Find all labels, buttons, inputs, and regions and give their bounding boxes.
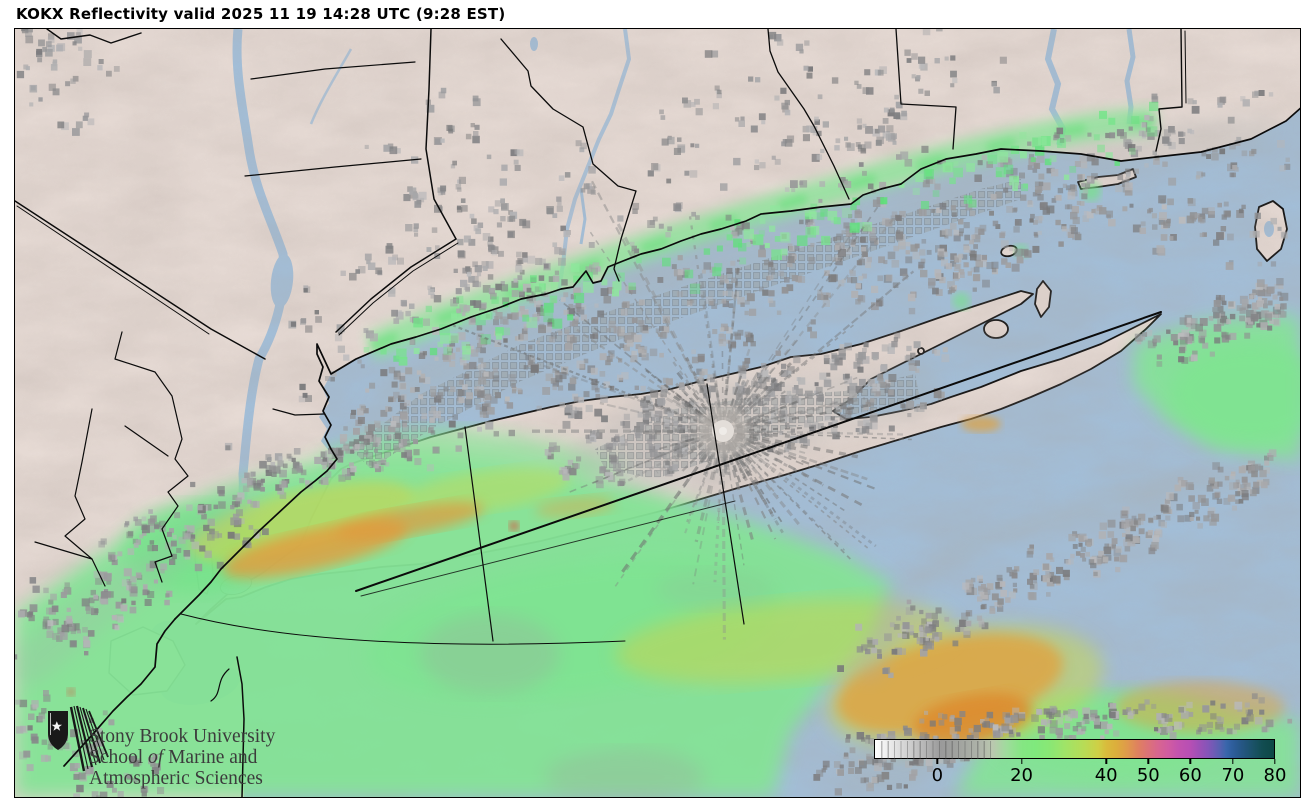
colorbar-tick-label: 0 [931, 765, 944, 786]
colorbar-tick-mark [1020, 759, 1023, 764]
logo-text: Stony Brook University School of Marine … [89, 726, 276, 789]
stony-brook-logo: Stony Brook University School of Marine … [46, 705, 406, 795]
map-title: KOKX Reflectivity valid 2025 11 19 14:28… [16, 5, 506, 23]
colorbar-tick-label: 40 [1094, 765, 1118, 786]
logo-line-1: Stony Brook University [89, 726, 276, 747]
logo-line-3: Atmospheric Sciences [89, 767, 263, 789]
map-frame: Stony Brook University School of Marine … [14, 28, 1301, 798]
reflectivity-colorbar: 0 20 40 50 60 70 80 [874, 739, 1286, 787]
coastal-green-speckles [363, 101, 1159, 366]
colorbar-tick-mark [1189, 759, 1192, 764]
sbu-shield-icon [48, 705, 109, 772]
colorbar-tick-mark [1232, 759, 1234, 764]
colorbar-tick-mark [1105, 759, 1107, 764]
colorbar-tick-label: 20 [1010, 765, 1034, 786]
radar-clutter-spokes [452, 176, 915, 640]
colorbar-tick-label: 70 [1221, 765, 1245, 786]
logo-line-2: School of Marine and [89, 746, 258, 768]
colorbar-tick-mark [1147, 759, 1149, 764]
colorbar-gradient [874, 739, 1275, 759]
colorbar-step-lines [876, 741, 992, 759]
colorbar-tick-label: 50 [1136, 765, 1160, 786]
colorbar-tick-mark [1274, 759, 1276, 764]
colorbar-tick-mark [936, 759, 939, 764]
radar-center-marker [697, 405, 749, 457]
clutter-speckles [15, 29, 1293, 797]
colorbar-tick-label: 80 [1263, 765, 1287, 786]
radar-map [15, 29, 1300, 797]
boundary-lines [15, 29, 1300, 797]
colorbar-tick-label: 60 [1178, 765, 1202, 786]
